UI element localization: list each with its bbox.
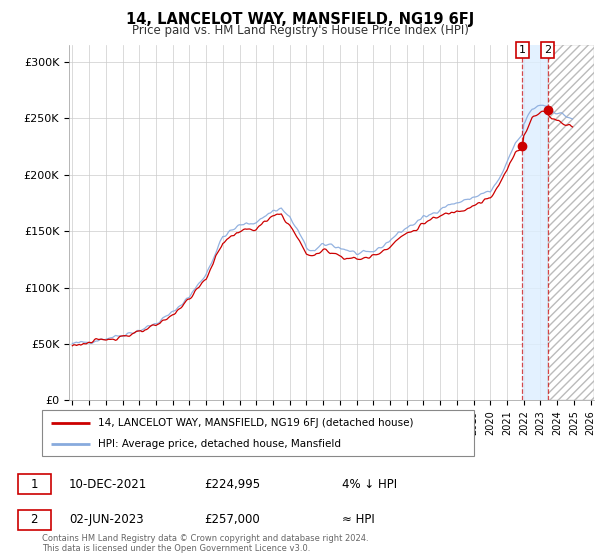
Text: 02-JUN-2023: 02-JUN-2023 <box>69 513 143 526</box>
Text: 1: 1 <box>31 478 38 491</box>
Text: £224,995: £224,995 <box>204 478 260 491</box>
FancyBboxPatch shape <box>42 410 474 456</box>
Text: 14, LANCELOT WAY, MANSFIELD, NG19 6FJ (detached house): 14, LANCELOT WAY, MANSFIELD, NG19 6FJ (d… <box>98 418 413 428</box>
Text: 4% ↓ HPI: 4% ↓ HPI <box>342 478 397 491</box>
Text: 1: 1 <box>519 45 526 55</box>
Text: Price paid vs. HM Land Registry's House Price Index (HPI): Price paid vs. HM Land Registry's House … <box>131 24 469 36</box>
Text: Contains HM Land Registry data © Crown copyright and database right 2024.
This d: Contains HM Land Registry data © Crown c… <box>42 534 368 553</box>
Text: ≈ HPI: ≈ HPI <box>342 513 375 526</box>
Text: 14, LANCELOT WAY, MANSFIELD, NG19 6FJ: 14, LANCELOT WAY, MANSFIELD, NG19 6FJ <box>126 12 474 27</box>
Bar <box>523 45 548 400</box>
Bar <box>548 45 594 400</box>
Text: HPI: Average price, detached house, Mansfield: HPI: Average price, detached house, Mans… <box>98 439 341 449</box>
Text: £257,000: £257,000 <box>204 513 260 526</box>
Text: 2: 2 <box>31 513 38 526</box>
Text: 10-DEC-2021: 10-DEC-2021 <box>69 478 147 491</box>
Text: 2: 2 <box>544 45 551 55</box>
